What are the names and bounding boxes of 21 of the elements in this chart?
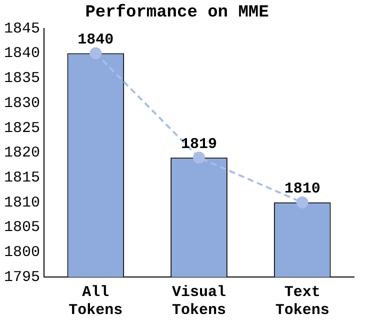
x-tick-label: Visual Tokens — [172, 284, 226, 319]
y-tick-label: 1795 — [4, 268, 40, 286]
y-tick-label: 1845 — [4, 20, 40, 38]
y-tick-label: 1835 — [4, 70, 40, 88]
point — [296, 196, 308, 208]
y-tick-label: 1805 — [4, 219, 40, 236]
y-tick-label: 1840 — [4, 45, 40, 62]
point — [193, 152, 206, 164]
x-tick-label: Text Tokens — [275, 284, 330, 319]
y-tick-label: 1820 — [4, 144, 40, 162]
y-tick-label: 1825 — [4, 120, 40, 137]
data-label: 1840 — [78, 32, 114, 49]
y-tick-label: 1815 — [4, 170, 40, 187]
data-label: 1819 — [180, 136, 218, 153]
y-tick-label: 1830 — [4, 94, 40, 112]
chart-title: Performance on MME — [85, 3, 269, 22]
data-label: 1810 — [284, 180, 320, 198]
x-tick-label: All Tokens — [68, 284, 123, 319]
y-tick-label: 1800 — [4, 244, 40, 262]
y-tick-label: 1810 — [4, 194, 40, 212]
point — [90, 47, 102, 60]
